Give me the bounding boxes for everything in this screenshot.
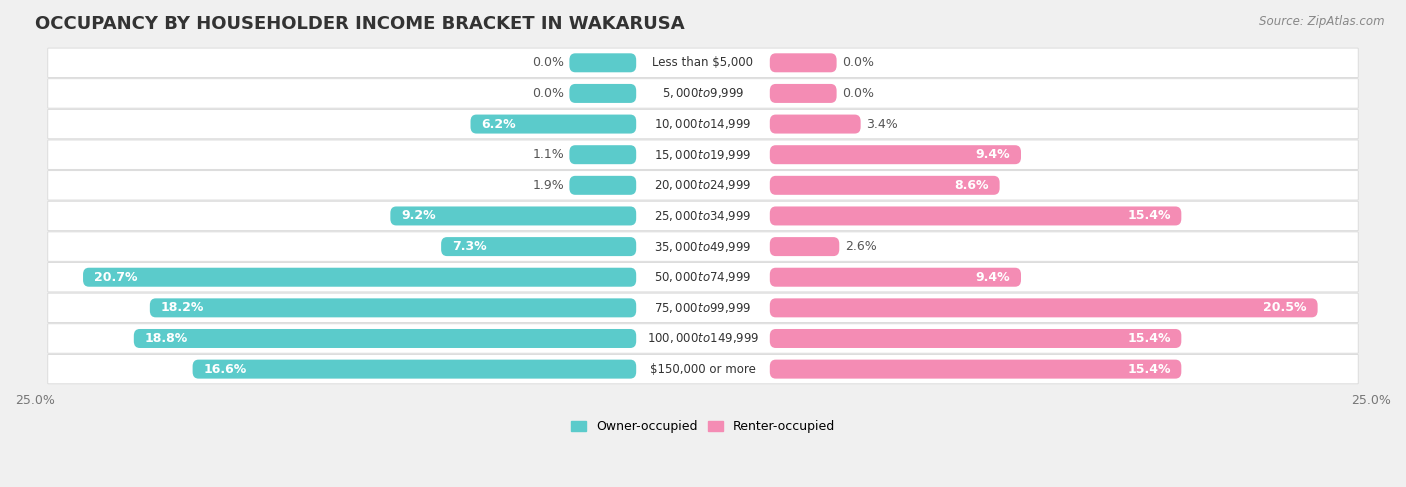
Text: OCCUPANCY BY HOUSEHOLDER INCOME BRACKET IN WAKARUSA: OCCUPANCY BY HOUSEHOLDER INCOME BRACKET … bbox=[35, 15, 685, 33]
Text: $25,000 to $34,999: $25,000 to $34,999 bbox=[654, 209, 752, 223]
Text: 7.3%: 7.3% bbox=[451, 240, 486, 253]
Text: 0.0%: 0.0% bbox=[842, 56, 875, 69]
FancyBboxPatch shape bbox=[770, 145, 1021, 164]
Text: 20.7%: 20.7% bbox=[94, 271, 138, 284]
FancyBboxPatch shape bbox=[48, 262, 1358, 292]
Text: 15.4%: 15.4% bbox=[1128, 332, 1171, 345]
Text: 18.8%: 18.8% bbox=[145, 332, 188, 345]
Text: 18.2%: 18.2% bbox=[160, 301, 204, 314]
Text: 8.6%: 8.6% bbox=[955, 179, 988, 192]
FancyBboxPatch shape bbox=[770, 299, 1317, 318]
Text: 1.9%: 1.9% bbox=[533, 179, 564, 192]
Text: 3.4%: 3.4% bbox=[866, 117, 898, 131]
FancyBboxPatch shape bbox=[569, 53, 636, 72]
Text: 9.4%: 9.4% bbox=[976, 148, 1011, 161]
FancyBboxPatch shape bbox=[770, 206, 1181, 225]
FancyBboxPatch shape bbox=[48, 355, 1358, 384]
FancyBboxPatch shape bbox=[48, 293, 1358, 322]
FancyBboxPatch shape bbox=[770, 329, 1181, 348]
FancyBboxPatch shape bbox=[569, 84, 636, 103]
FancyBboxPatch shape bbox=[48, 201, 1358, 231]
Text: 2.6%: 2.6% bbox=[845, 240, 876, 253]
Text: 15.4%: 15.4% bbox=[1128, 363, 1171, 375]
FancyBboxPatch shape bbox=[83, 268, 636, 287]
Text: $10,000 to $14,999: $10,000 to $14,999 bbox=[654, 117, 752, 131]
Text: 15.4%: 15.4% bbox=[1128, 209, 1171, 223]
Text: 6.2%: 6.2% bbox=[481, 117, 516, 131]
FancyBboxPatch shape bbox=[48, 232, 1358, 262]
FancyBboxPatch shape bbox=[770, 268, 1021, 287]
FancyBboxPatch shape bbox=[391, 206, 636, 225]
Text: $100,000 to $149,999: $100,000 to $149,999 bbox=[647, 332, 759, 345]
Text: $5,000 to $9,999: $5,000 to $9,999 bbox=[662, 86, 744, 100]
FancyBboxPatch shape bbox=[770, 237, 839, 256]
FancyBboxPatch shape bbox=[569, 145, 636, 164]
Text: $35,000 to $49,999: $35,000 to $49,999 bbox=[654, 240, 752, 254]
FancyBboxPatch shape bbox=[770, 176, 1000, 195]
Text: Source: ZipAtlas.com: Source: ZipAtlas.com bbox=[1260, 15, 1385, 28]
Text: 0.0%: 0.0% bbox=[531, 56, 564, 69]
Text: $20,000 to $24,999: $20,000 to $24,999 bbox=[654, 178, 752, 192]
FancyBboxPatch shape bbox=[471, 114, 636, 133]
Text: Less than $5,000: Less than $5,000 bbox=[652, 56, 754, 69]
FancyBboxPatch shape bbox=[48, 140, 1358, 169]
Text: $15,000 to $19,999: $15,000 to $19,999 bbox=[654, 148, 752, 162]
FancyBboxPatch shape bbox=[770, 114, 860, 133]
Text: $50,000 to $74,999: $50,000 to $74,999 bbox=[654, 270, 752, 284]
FancyBboxPatch shape bbox=[134, 329, 636, 348]
Text: 1.1%: 1.1% bbox=[533, 148, 564, 161]
FancyBboxPatch shape bbox=[770, 84, 837, 103]
FancyBboxPatch shape bbox=[48, 170, 1358, 200]
Text: $150,000 or more: $150,000 or more bbox=[650, 363, 756, 375]
FancyBboxPatch shape bbox=[48, 110, 1358, 139]
FancyBboxPatch shape bbox=[770, 359, 1181, 378]
FancyBboxPatch shape bbox=[770, 53, 837, 72]
FancyBboxPatch shape bbox=[569, 176, 636, 195]
Text: 0.0%: 0.0% bbox=[842, 87, 875, 100]
Text: 9.2%: 9.2% bbox=[401, 209, 436, 223]
FancyBboxPatch shape bbox=[441, 237, 636, 256]
Text: 16.6%: 16.6% bbox=[204, 363, 246, 375]
FancyBboxPatch shape bbox=[48, 79, 1358, 108]
Legend: Owner-occupied, Renter-occupied: Owner-occupied, Renter-occupied bbox=[567, 415, 839, 438]
Text: 0.0%: 0.0% bbox=[531, 87, 564, 100]
FancyBboxPatch shape bbox=[48, 324, 1358, 353]
FancyBboxPatch shape bbox=[150, 299, 636, 318]
Text: 9.4%: 9.4% bbox=[976, 271, 1011, 284]
FancyBboxPatch shape bbox=[48, 48, 1358, 77]
FancyBboxPatch shape bbox=[193, 359, 636, 378]
Text: $75,000 to $99,999: $75,000 to $99,999 bbox=[654, 301, 752, 315]
Text: 20.5%: 20.5% bbox=[1264, 301, 1308, 314]
